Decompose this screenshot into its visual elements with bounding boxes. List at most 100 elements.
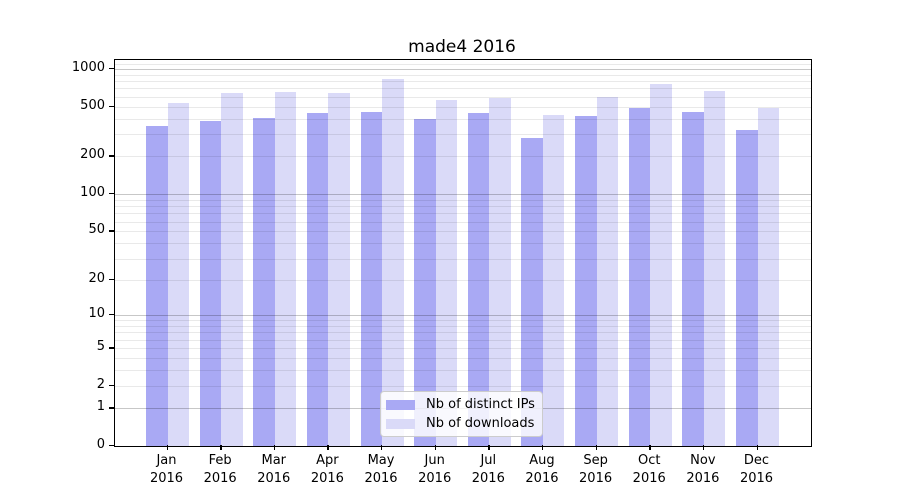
x-tick-dec — [756, 445, 758, 450]
gridline-minor-6 — [115, 339, 811, 341]
gridline-minor-500 — [115, 106, 811, 108]
legend-swatch-distinct-ips — [386, 399, 415, 410]
bar-downloads-nov — [703, 90, 726, 446]
x-tick-label-oct: Oct 2016 — [632, 453, 666, 486]
gridline-minor-50 — [115, 231, 811, 233]
gridline-minor-90 — [115, 199, 811, 201]
y-tick-5 — [109, 347, 114, 349]
x-tick-label-aug: Aug 2016 — [525, 453, 559, 486]
gridline-minor-900 — [115, 74, 811, 76]
y-tick-500 — [109, 105, 114, 108]
gridline-minor-700 — [115, 88, 811, 90]
bar-distinct-ips-feb — [199, 121, 222, 446]
bar-distinct-ips-mar — [253, 118, 275, 446]
legend: Nb of distinct IPs Nb of downloads — [380, 391, 543, 437]
plot-area — [114, 59, 812, 447]
bar-distinct-ips-nov — [682, 111, 704, 446]
gridline-minor-600 — [115, 96, 811, 98]
gridline-minor-5 — [115, 348, 811, 350]
x-tick-jun — [434, 445, 437, 450]
y-tick-2 — [109, 385, 114, 387]
bar-downloads-oct — [650, 83, 672, 446]
bar-distinct-ips-may — [360, 111, 383, 446]
bar-distinct-ips-apr — [306, 112, 329, 446]
gridline-minor-300 — [115, 134, 811, 136]
y-tick-label-2: 2 — [96, 377, 105, 393]
gridline-minor-70 — [115, 213, 811, 215]
x-tick-oct — [649, 445, 651, 450]
gridline-minor-80 — [115, 206, 811, 208]
bar-distinct-ips-jan — [146, 126, 168, 446]
gridline-major-100 — [115, 194, 811, 196]
x-tick-label-jul: Jul 2016 — [471, 453, 505, 486]
gridline-minor-4 — [115, 358, 811, 360]
y-tick-label-20: 20 — [88, 270, 105, 286]
x-tick-label-feb: Feb 2016 — [203, 453, 237, 486]
x-tick-label-mar: Mar 2016 — [257, 453, 291, 486]
y-tick-100 — [109, 193, 114, 195]
y-tick-20 — [109, 278, 114, 281]
x-tick-may — [381, 445, 383, 450]
y-tick-0 — [109, 445, 114, 447]
gridline-minor-200 — [115, 156, 811, 158]
y-tick-50 — [109, 230, 114, 232]
bar-downloads-may — [382, 79, 404, 446]
bar-downloads-jan — [167, 102, 189, 446]
y-tick-label-0: 0 — [96, 437, 105, 452]
gridline-minor-2 — [115, 386, 811, 388]
bar-downloads-jul — [489, 98, 511, 446]
y-tick-200 — [109, 155, 114, 157]
x-tick-label-apr: Apr 2016 — [310, 453, 344, 486]
gridline-minor-40 — [115, 243, 811, 245]
bar-downloads-feb — [221, 92, 243, 446]
x-tick-label-may: May 2016 — [364, 453, 398, 486]
x-tick-label-jun: Jun 2016 — [418, 453, 452, 486]
y-tick-label-1000: 1000 — [71, 59, 105, 75]
gridline-major-1000 — [115, 68, 811, 70]
y-tick-1000 — [109, 67, 114, 70]
bar-distinct-ips-jun — [414, 118, 436, 446]
legend-label-distinct-ips: Nb of distinct IPs — [426, 396, 535, 412]
gridline-minor-60 — [115, 221, 811, 223]
y-tick-label-50: 50 — [88, 222, 105, 238]
x-tick-nov — [702, 445, 705, 450]
x-tick-jan — [166, 445, 168, 450]
x-tick-label-nov: Nov 2016 — [686, 453, 720, 486]
y-tick-label-1: 1 — [96, 399, 105, 415]
bar-downloads-aug — [542, 115, 565, 446]
chart-title: made4 2016 — [408, 37, 516, 57]
gridline-minor-800 — [115, 81, 811, 82]
y-tick-1 — [109, 407, 114, 409]
legend-swatch-downloads — [386, 418, 415, 429]
x-tick-label-sep: Sep 2016 — [579, 453, 613, 486]
x-tick-sep — [595, 445, 597, 450]
y-tick-label-10: 10 — [88, 306, 105, 322]
gridline-minor-20 — [115, 279, 811, 281]
bar-downloads-jun — [435, 99, 458, 446]
x-tick-label-dec: Dec 2016 — [739, 453, 774, 486]
legend-label-downloads: Nb of downloads — [426, 415, 535, 431]
bar-downloads-sep — [596, 96, 619, 446]
y-tick-label-200: 200 — [80, 147, 105, 163]
x-tick-feb — [220, 445, 222, 450]
y-tick-label-100: 100 — [80, 185, 105, 201]
x-tick-jul — [488, 445, 490, 450]
y-tick-label-500: 500 — [80, 97, 105, 113]
gridline-minor-8 — [115, 326, 811, 328]
gridline-minor-9 — [115, 320, 811, 322]
y-tick-10 — [109, 314, 114, 316]
gridline-minor-400 — [115, 118, 811, 120]
legend-row-downloads: Nb of downloads — [386, 414, 536, 433]
gridline-minor-3 — [115, 370, 811, 372]
bar-distinct-ips-aug — [521, 138, 543, 446]
gridline-minor-1100 — [115, 63, 811, 65]
gridline-minor-7 — [115, 332, 811, 334]
bar-distinct-ips-dec — [736, 129, 758, 446]
bar-downloads-dec — [757, 107, 779, 446]
bar-distinct-ips-oct — [628, 107, 651, 446]
x-tick-label-jan: Jan 2016 — [149, 453, 184, 486]
gridline-minor-30 — [115, 258, 811, 260]
legend-row-distinct-ips: Nb of distinct IPs — [386, 395, 536, 414]
bar-distinct-ips-jul — [467, 112, 490, 446]
